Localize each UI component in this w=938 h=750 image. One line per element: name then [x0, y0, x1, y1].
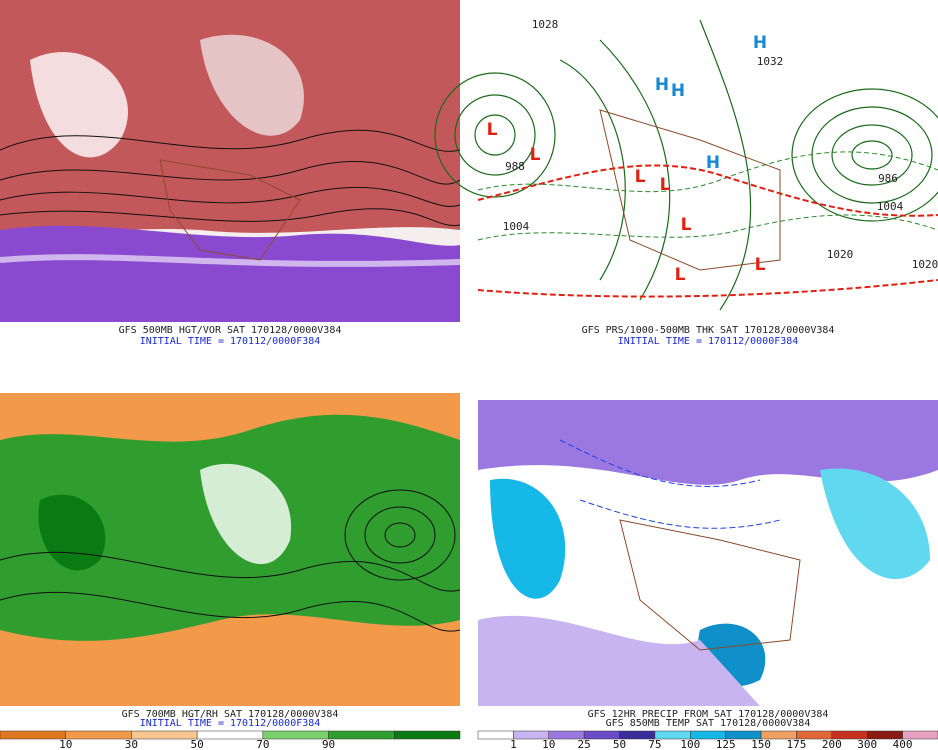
legend-label: 175 [787, 738, 807, 750]
pressure-center: H [706, 153, 720, 173]
legend-swatch [0, 730, 66, 740]
legend-label: 70 [256, 738, 269, 750]
legend-swatch [262, 730, 329, 740]
caption: GFS PRS/1000-500MB THK SAT 170128/0000V3… [582, 325, 835, 336]
caption: INITIAL TIME = 170112/0000F384 [140, 336, 321, 347]
legend-label: 200 [822, 738, 842, 750]
legend-label: 50 [613, 738, 626, 750]
caption: GFS 700MB HGT/RH SAT 170128/0000V384 [122, 709, 339, 720]
legend-label: 150 [751, 738, 771, 750]
legend-label: 125 [716, 738, 736, 750]
map-precip [478, 393, 938, 706]
pressure-center: H [671, 81, 685, 101]
map-500mb [0, 0, 461, 322]
pressure-center: L [681, 215, 692, 235]
pressure-center: L [635, 167, 646, 187]
isobar-label: 1020 [827, 248, 854, 261]
caption: GFS 500MB HGT/VOR SAT 170128/0000V384 [119, 325, 342, 336]
legend-swatch [328, 730, 395, 740]
legend-label: 10 [542, 738, 555, 750]
legend-label: 75 [648, 738, 661, 750]
legend-label: 25 [578, 738, 591, 750]
pressure-center: H [753, 33, 767, 53]
annotations: GFS 500MB HGT/VOR SAT 170128/0000V384INI… [0, 18, 938, 750]
legend-swatch [394, 730, 461, 740]
legend-label: 300 [857, 738, 877, 750]
isobar-label: 988 [505, 160, 525, 173]
isobar-label: 1004 [877, 200, 904, 213]
legend-label: 1 [510, 738, 517, 750]
pressure-center: L [675, 265, 686, 285]
legend-swatch [131, 730, 198, 740]
isobar-label: 1028 [532, 18, 559, 31]
legend-swatch [477, 730, 514, 740]
isobar-label: 986 [878, 172, 898, 185]
pressure-center: L [530, 145, 541, 165]
caption: GFS 12HR PRECIP FROM SAT 170128/0000V384 [588, 709, 829, 720]
caption: INITIAL TIME = 170112/0000F384 [140, 718, 321, 729]
caption: GFS 850MB TEMP SAT 170128/0000V384 [606, 718, 811, 729]
pressure-center: H [655, 75, 669, 95]
pressure-center: L [660, 175, 671, 195]
isobar-label: 1032 [757, 55, 784, 68]
legend-swatch [65, 730, 132, 740]
map-pressure [434, 0, 938, 322]
legend-label: 50 [191, 738, 204, 750]
legend-swatch [196, 730, 264, 740]
legend-label: 10 [59, 738, 72, 750]
legend-label: 100 [680, 738, 700, 750]
isobar-label: 1004 [503, 220, 530, 233]
legend-label: 30 [125, 738, 138, 750]
caption: INITIAL TIME = 170112/0000F384 [618, 336, 799, 347]
isobar-label: 1020 [912, 258, 938, 271]
pressure-center: L [755, 255, 766, 275]
pressure-center: L [487, 120, 498, 140]
legend-label: 90 [322, 738, 335, 750]
map-700mb [0, 393, 461, 706]
legend-label: 400 [893, 738, 913, 750]
